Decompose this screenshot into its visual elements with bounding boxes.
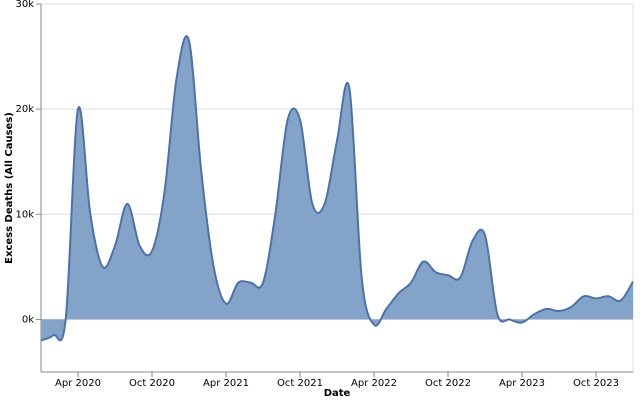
y-tick-label: 10k [15,209,34,220]
y-tick-label: 30k [15,0,34,10]
x-tick-label: Apr 2020 [55,378,101,389]
x-tick-label: Oct 2021 [277,378,323,389]
y-tick-label: 20k [15,104,34,115]
area [41,36,633,341]
area-line [40,35,634,342]
x-tick-label: Apr 2021 [203,378,249,389]
x-tick-label: Apr 2022 [351,378,397,389]
x-axis-title: Date [324,388,351,399]
x-tick-label: Oct 2023 [573,378,619,389]
x-tick-label: Oct 2022 [425,378,471,389]
x-tick-label: Oct 2020 [129,378,175,389]
x-tick-label: Apr 2023 [499,378,545,389]
y-axis-title: Excess Deaths (All Causes) [4,112,15,264]
y-tick-label: 0k [22,314,34,325]
